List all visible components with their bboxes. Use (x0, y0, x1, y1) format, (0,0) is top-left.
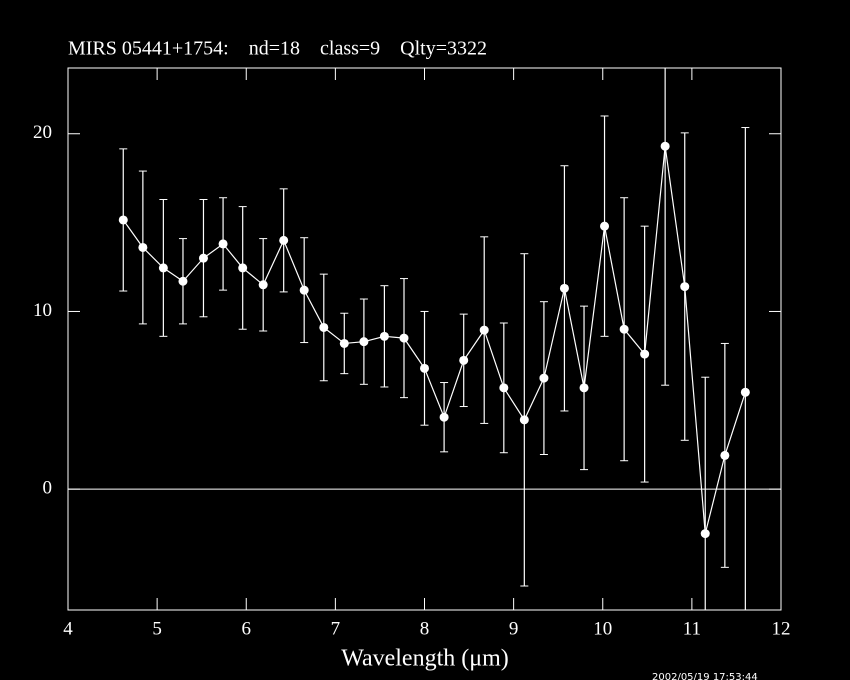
data-point (299, 285, 309, 295)
data-point (559, 283, 569, 293)
data-point (339, 338, 349, 348)
data-point (539, 373, 549, 383)
data-point (660, 141, 670, 151)
data-point (740, 387, 750, 397)
data-point (118, 215, 128, 225)
chart-title: MIRS 05441+1754: nd=18 class=9 Qlty=3322 (68, 38, 487, 60)
data-point (420, 363, 429, 373)
x-tick-label: 6 (242, 618, 252, 639)
data-point (619, 324, 629, 334)
data-point (499, 383, 509, 393)
data-point (700, 529, 710, 539)
data-line (122, 146, 746, 534)
data-point (459, 355, 469, 365)
x-tick-label: 4 (63, 618, 73, 639)
data-point (519, 415, 529, 425)
data-point (359, 337, 369, 347)
data-point (258, 280, 268, 290)
x-tick-label: 8 (420, 618, 430, 639)
data-point (198, 253, 208, 263)
y-tick-label: 0 (43, 478, 53, 499)
x-tick-label: 5 (152, 618, 162, 639)
data-point (138, 242, 148, 252)
x-tick-label: 10 (593, 618, 612, 639)
x-tick-label: 11 (683, 618, 701, 639)
data-point (158, 263, 168, 273)
data-point (379, 331, 389, 341)
data-point (279, 235, 289, 245)
x-tick-label: 9 (509, 618, 519, 639)
plot-area (118, 68, 750, 610)
data-point (178, 276, 188, 286)
data-point (600, 221, 610, 231)
data-point (479, 325, 489, 335)
x-tick-label: 12 (772, 618, 791, 639)
x-tick-label: 7 (331, 618, 341, 639)
timestamp: 2002/05/19 17:53:44 (652, 672, 758, 680)
y-tick-label: 20 (33, 122, 52, 143)
data-point (399, 333, 409, 343)
data-point (319, 322, 329, 332)
data-point (720, 450, 730, 460)
data-point (579, 383, 589, 393)
data-point (238, 263, 248, 273)
data-point (640, 349, 650, 359)
data-point (218, 239, 228, 249)
x-axis-label: Wavelength (μm) (341, 646, 509, 672)
data-point (680, 282, 690, 292)
data-point (439, 412, 449, 422)
y-tick-label: 10 (33, 300, 52, 321)
